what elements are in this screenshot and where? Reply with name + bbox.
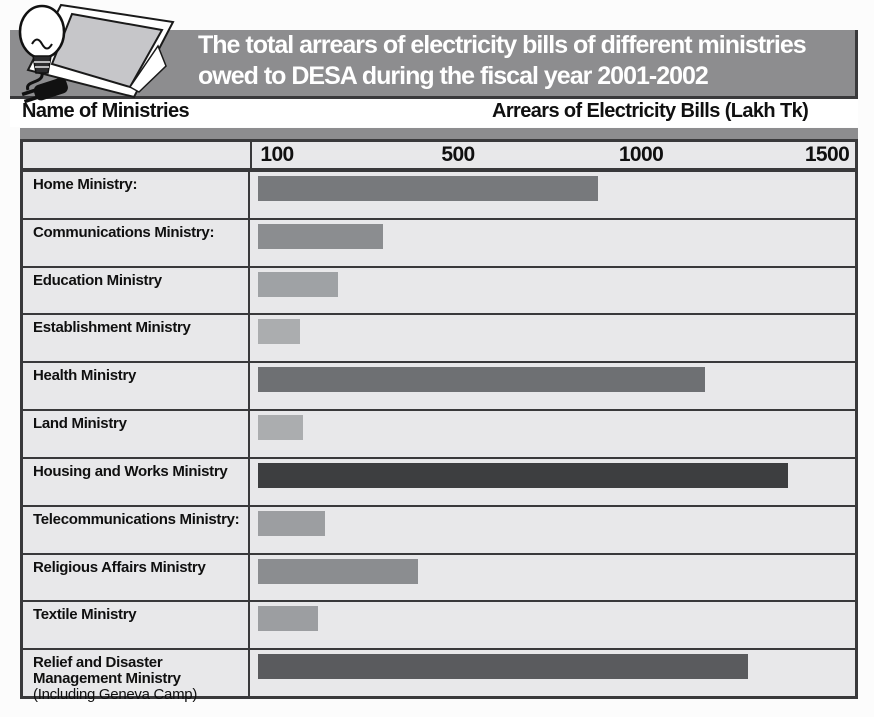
- table-row: Land Ministry: [23, 409, 855, 457]
- table-row: Establishment Ministry: [23, 313, 855, 362]
- bar-cell: [250, 363, 855, 409]
- arrears-bar: [258, 271, 338, 297]
- arrears-bar: [258, 654, 748, 680]
- table-row: Education Ministry: [23, 265, 855, 314]
- table-row: Religious Affairs Ministry: [23, 552, 855, 601]
- column-header-row: Name of Ministries Arrears of Electricit…: [10, 99, 858, 127]
- ministry-label-cell: Relief and Disaster Management Ministry …: [23, 650, 250, 703]
- bar-cell: [250, 555, 855, 601]
- axis-tick-100: 100: [260, 143, 294, 166]
- bar-cell: [250, 411, 855, 457]
- ministry-label-cell: Housing and Works Ministry: [23, 458, 250, 505]
- ministry-label: Health Ministry: [33, 367, 137, 385]
- arrears-bar: [258, 558, 418, 584]
- bar-cell: [250, 602, 855, 648]
- bar-cell: [250, 268, 855, 314]
- arrears-bar: [258, 510, 325, 536]
- arrears-bar: [258, 176, 598, 201]
- ministry-label: Communications Ministry:: [33, 223, 215, 241]
- ministry-label-note: (Including Geneva Camp): [33, 686, 198, 704]
- table-row: Housing and Works Ministry: [23, 456, 855, 505]
- ministries-column-header: Name of Ministries: [22, 100, 190, 122]
- ministry-label-cell: Land Ministry: [23, 411, 250, 457]
- ministry-label: Relief and Disaster Management Ministry: [33, 654, 181, 688]
- axis-tick-1000: 1000: [618, 143, 664, 166]
- arrears-bar: [258, 367, 705, 393]
- ministry-label-cell: Communications Ministry:: [23, 219, 250, 266]
- table-row: Health Ministry: [23, 361, 855, 410]
- bar-cell: [250, 172, 855, 218]
- separator-band: [20, 128, 858, 139]
- ministry-label: Telecommunications Ministry:: [33, 510, 240, 528]
- ministry-label-cell: Religious Affairs Ministry: [23, 554, 250, 601]
- power-cord: [26, 72, 44, 91]
- page-fold: [128, 44, 167, 93]
- bulb-filament: [31, 38, 53, 50]
- bar-cell: [250, 315, 855, 361]
- table-row: Textile Ministry: [23, 600, 855, 649]
- arrears-bar: [258, 415, 303, 441]
- table-row: Communications Ministry:: [23, 217, 855, 266]
- ministry-label-cell: Establishment Ministry: [23, 315, 250, 362]
- bar-cell: [250, 650, 855, 696]
- lightbulb-plug-book-illustration: [18, 3, 175, 104]
- axis-tick-1500: 1500: [804, 143, 850, 166]
- bulb-base: [32, 55, 52, 74]
- arrears-bar: [258, 319, 300, 345]
- ministry-label: Land Ministry: [33, 415, 127, 433]
- ministry-label-cell: Textile Ministry: [23, 602, 250, 649]
- bar-cell: [250, 507, 855, 553]
- ministry-label: Establishment Ministry: [33, 319, 191, 337]
- ministry-label: Textile Ministry: [33, 606, 137, 624]
- ministry-label: Religious Affairs Ministry: [33, 558, 206, 576]
- ministry-label: Home Ministry:: [33, 176, 138, 193]
- power-plug-icon: [21, 77, 68, 104]
- arrears-column-header: Arrears of Electricity Bills (Lakh Tk): [492, 100, 809, 122]
- ministry-label: Housing and Works Ministry: [33, 462, 228, 480]
- table-row: Home Ministry:: [23, 170, 855, 218]
- ministry-label-cell: Education Ministry: [23, 267, 250, 314]
- axis-label-spacer: [23, 142, 252, 168]
- arrears-bar: [258, 223, 383, 249]
- ministry-label: Education Ministry: [33, 271, 162, 289]
- arrears-bar: [258, 462, 788, 488]
- bar-cell: [250, 220, 855, 266]
- chart-title-line2: owed to DESA during the fiscal year 2001…: [198, 62, 709, 90]
- lightbulb-icon: [18, 4, 66, 60]
- axis-row: 100 500 1000 1500: [23, 142, 855, 170]
- ministry-label-cell: Home Ministry:: [23, 172, 250, 218]
- ministry-label-cell: Telecommunications Ministry:: [23, 506, 250, 553]
- ministry-label-cell: Health Ministry: [23, 363, 250, 410]
- table-row: Relief and Disaster Management Ministry …: [23, 648, 855, 703]
- bar-cell: [250, 459, 855, 505]
- chart-table: 100 500 1000 1500 Home Ministry: Communicat…: [20, 139, 858, 703]
- arrears-bar: [258, 606, 318, 632]
- chart-title-line1: The total arrears of electricity bills o…: [198, 31, 807, 59]
- axis-tick-500: 500: [441, 143, 475, 166]
- table-row: Telecommunications Ministry:: [23, 504, 855, 553]
